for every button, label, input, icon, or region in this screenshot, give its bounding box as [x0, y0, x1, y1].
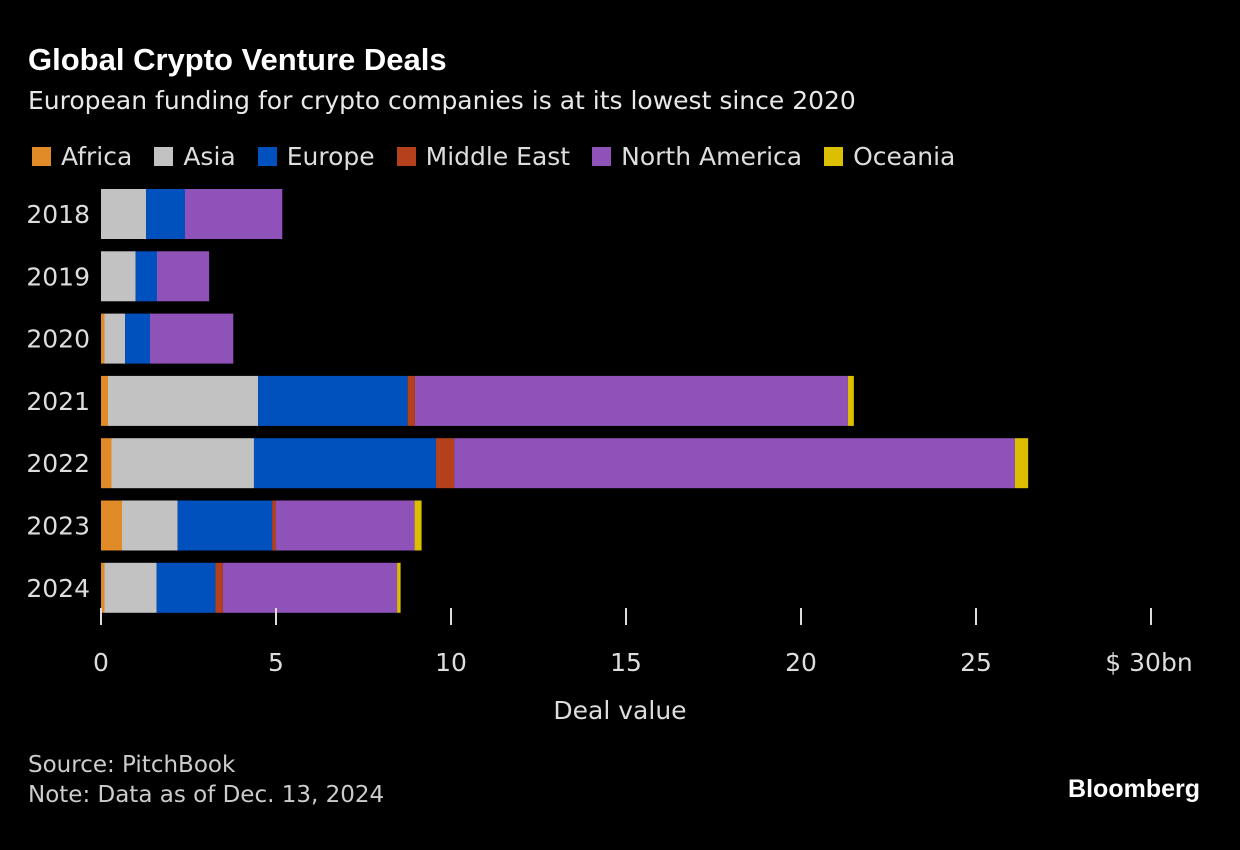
x-tick-label: 0 — [93, 648, 109, 677]
bar-segment — [101, 438, 112, 489]
chart-title: Global Crypto Venture Deals — [28, 42, 447, 77]
category-label: 2019 — [26, 262, 90, 291]
x-tick-label: 10 — [435, 648, 467, 677]
bar-segment — [1014, 438, 1029, 489]
category-label: 2024 — [26, 574, 90, 603]
bar-segment — [275, 500, 415, 551]
legend-item: Oceania — [824, 142, 955, 171]
bar-segment — [101, 562, 105, 613]
note-text: Note: Data as of Dec. 13, 2024 — [28, 782, 385, 808]
bar-segment — [253, 438, 436, 489]
legend-item: North America — [592, 142, 802, 171]
bar-segment — [177, 500, 273, 551]
bar-segment — [435, 438, 455, 489]
legend-swatch — [592, 147, 612, 166]
legend-item: Europe — [257, 142, 375, 171]
bar-segment — [397, 562, 401, 613]
legend-swatch — [257, 147, 277, 166]
bar-segment — [215, 562, 223, 613]
legend-label: Africa — [61, 142, 133, 171]
source-text: Source: PitchBook — [28, 752, 236, 778]
legend-swatch — [396, 147, 416, 166]
x-tick-label: $ 30bn — [1105, 648, 1192, 677]
bar-segment — [454, 438, 1015, 489]
legend-item: Africa — [32, 142, 132, 171]
legend-swatch — [154, 147, 174, 166]
category-label: 2023 — [26, 512, 90, 541]
bar-segment — [101, 375, 108, 426]
legend-swatch — [824, 147, 844, 166]
bar-segment — [150, 313, 234, 364]
bar-segment — [146, 189, 185, 239]
bar-segment — [258, 375, 408, 426]
legend-label: Asia — [183, 142, 236, 171]
category-label: 2022 — [26, 449, 90, 478]
bar-segment — [135, 251, 157, 302]
x-axis-label: Deal value — [553, 696, 686, 725]
bar-segment — [847, 375, 854, 426]
legend-swatch — [32, 147, 51, 166]
category-label: 2021 — [26, 387, 90, 416]
bar-segment — [101, 189, 147, 239]
legend-label: Middle East — [425, 142, 571, 171]
bar-segment — [101, 313, 105, 364]
legend-label: Europe — [286, 142, 375, 171]
bar-segment — [108, 375, 259, 426]
legend-item: Asia — [154, 142, 236, 171]
category-label: 2018 — [26, 200, 90, 229]
footer-notes: Source: PitchBook Note: Data as of Dec. … — [28, 750, 384, 810]
bar-segment — [407, 375, 415, 426]
bar-segment — [101, 500, 122, 551]
x-tick-label: 25 — [960, 648, 992, 677]
bar-segment — [157, 251, 210, 302]
bar-segment — [414, 375, 848, 426]
bar-segment — [125, 313, 150, 364]
bar-segment — [222, 562, 398, 613]
bar-segment — [104, 313, 126, 364]
bar-segment — [104, 562, 157, 613]
category-label: 2020 — [26, 325, 90, 354]
x-tick-label: 15 — [610, 648, 642, 677]
x-tick-label: 20 — [785, 648, 817, 677]
bar-segment — [185, 189, 283, 239]
legend-label: North America — [621, 142, 803, 171]
bar-segment — [156, 562, 216, 613]
legend-item: Middle East — [396, 142, 571, 171]
legend-label: Oceania — [853, 142, 956, 171]
legend: Africa Asia Europe Middle East North America… — [32, 142, 955, 171]
chart-subtitle: European funding for crypto companies is… — [28, 86, 856, 115]
bloomberg-logo: Bloomberg — [1068, 775, 1200, 803]
x-tick-label: 5 — [268, 648, 284, 677]
bar-segment — [122, 500, 178, 551]
bar-segment — [272, 500, 276, 551]
bar-segment — [111, 438, 254, 489]
bar-segment — [414, 500, 422, 551]
bar-segment — [101, 251, 136, 302]
